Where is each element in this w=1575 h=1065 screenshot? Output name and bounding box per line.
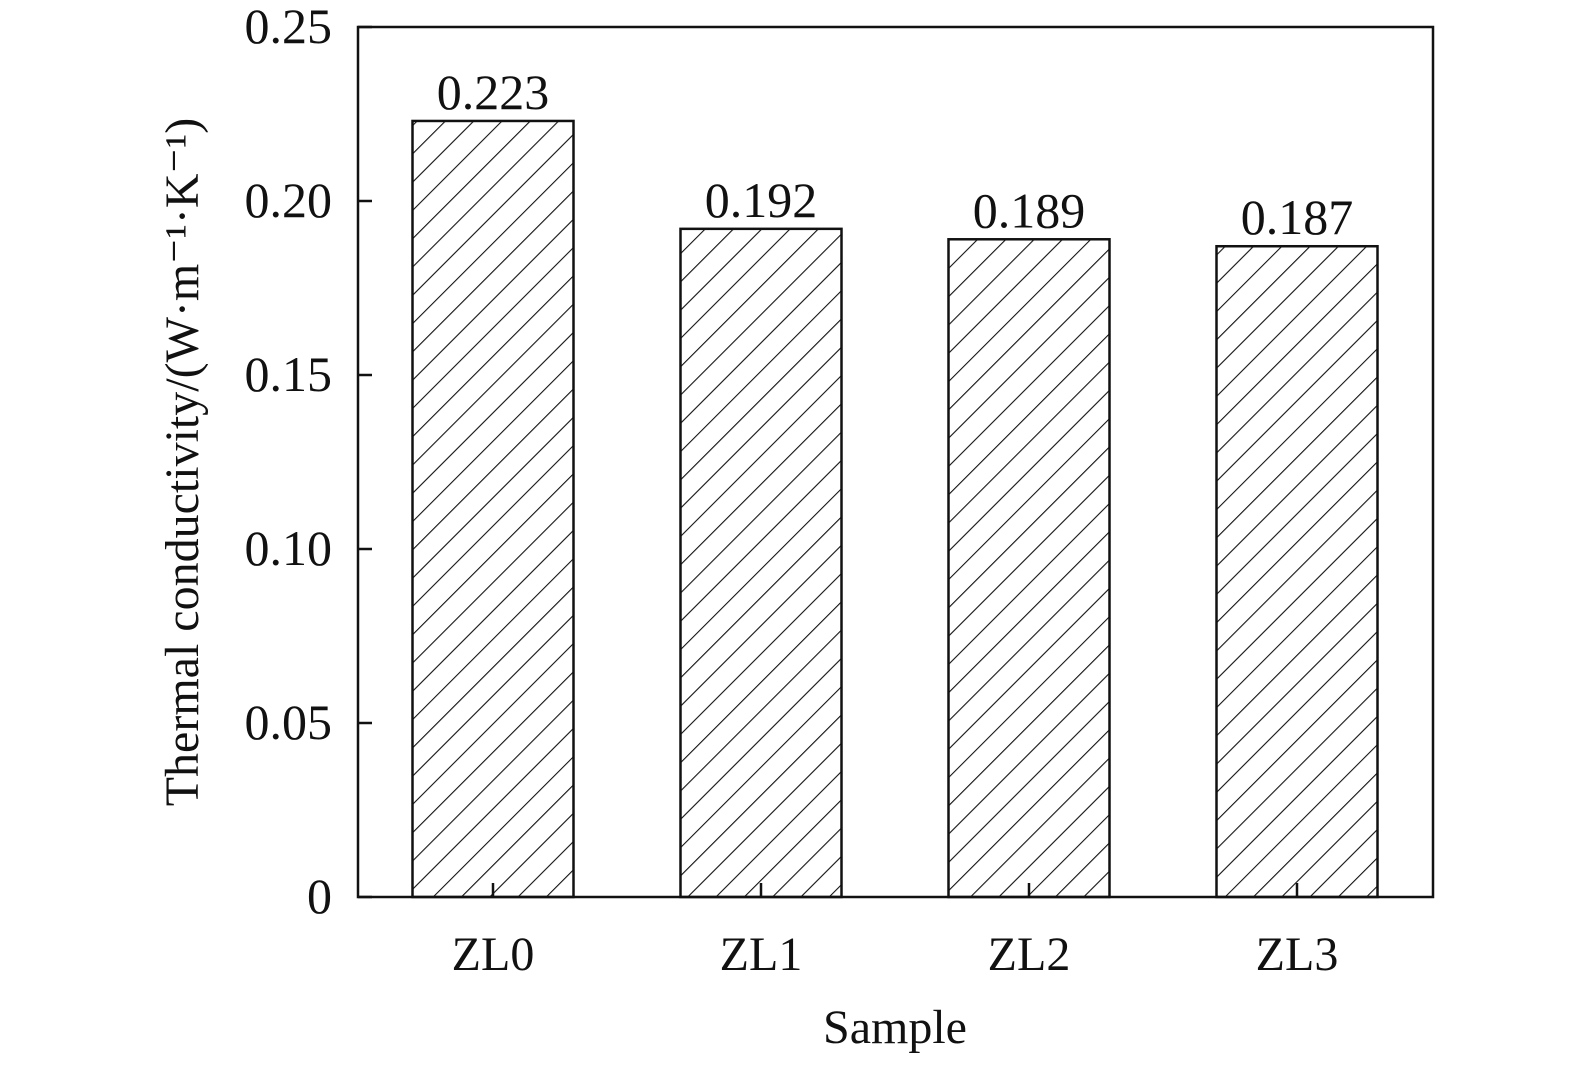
x-axis-title: Sample [823, 1001, 967, 1054]
y-tick-label: 0.15 [245, 346, 333, 402]
x-axis-ticks: ZL0 ZL1 ZL2 ZL3 [452, 883, 1339, 981]
value-label-zl0: 0.223 [437, 64, 550, 120]
plot-area-border [356, 25, 1435, 899]
bar-zl3 [1215, 244, 1379, 899]
x-tick-label: ZL3 [1256, 928, 1339, 981]
y-tick-label: 0.20 [245, 172, 333, 228]
y-axis-title: Thermal conductivity/(W·m⁻¹·K⁻¹) [156, 118, 209, 807]
value-label-zl1: 0.192 [705, 172, 818, 228]
value-labels: 0.223 0.192 0.189 0.187 [437, 64, 1354, 245]
y-tick-label: 0 [307, 868, 332, 924]
value-label-zl2: 0.189 [973, 182, 1086, 238]
bars-layer [411, 119, 1379, 899]
bar-zl1 [679, 227, 843, 899]
y-tick-label: 0.25 [245, 0, 333, 54]
y-axis-ticks: 0 0.05 0.10 0.15 0.20 0.25 [245, 0, 372, 924]
bar-zl0 [411, 119, 575, 899]
y-tick-label: 0.10 [245, 520, 333, 576]
y-tick-label: 0.05 [245, 694, 333, 750]
x-tick-label: ZL1 [720, 928, 803, 981]
x-tick-label: ZL0 [452, 928, 535, 981]
x-tick-label: ZL2 [988, 928, 1071, 981]
bar-zl2 [947, 238, 1111, 899]
value-label-zl3: 0.187 [1241, 189, 1354, 245]
plot-frame [356, 25, 1435, 899]
